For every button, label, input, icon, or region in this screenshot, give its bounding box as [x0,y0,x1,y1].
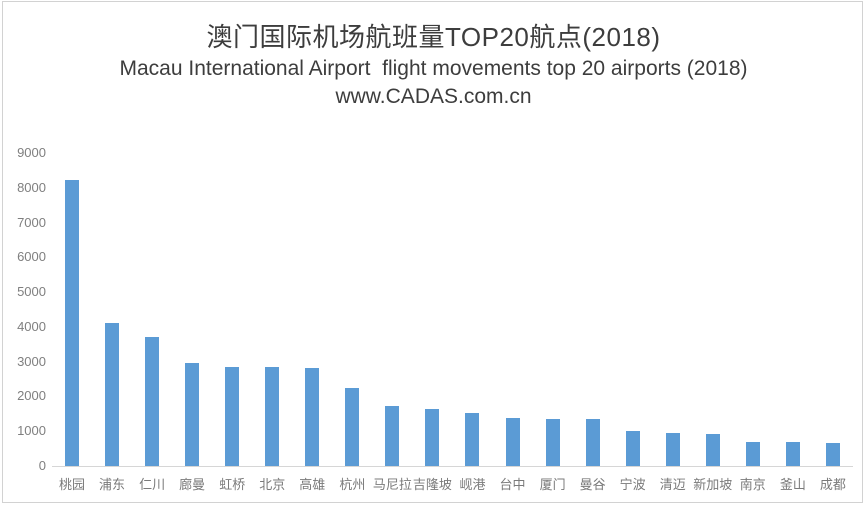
y-axis-tick-label: 0 [38,458,46,473]
bar-17 [705,434,720,466]
bar-15 [625,431,640,466]
y-axis-tick-label: 8000 [17,179,46,195]
bar-5 [225,366,240,466]
bar-slot: 清迈 [653,153,693,492]
x-axis-label: 吉隆坡 [412,477,452,492]
bar-slot: 台中 [493,153,533,492]
x-axis-label: 桃园 [59,477,86,492]
bar-slot: 虹桥 [212,153,252,492]
x-axis-label: 马尼拉 [372,477,412,492]
y-axis-tick-label: 5000 [17,284,46,300]
bar-1 [65,180,80,466]
chart-title-chinese: 澳门国际机场航班量TOP20航点(2018) [206,22,661,52]
bar-slot: 釜山 [773,153,813,492]
y-axis-tick-label: 6000 [17,249,46,265]
bar-slot: 宁波 [613,153,653,492]
bar-6 [265,367,280,466]
x-axis-label: 南京 [739,477,766,492]
y-axis-tick-label: 2000 [17,388,46,404]
bar-slot: 新加坡 [693,153,733,492]
x-axis-label: 高雄 [299,477,326,492]
y-axis-tick-label: 4000 [17,318,46,334]
chart-source-watermark: www.CADAS.com.cn [335,85,532,108]
bar-4 [185,363,200,466]
x-axis-label: 台中 [499,477,526,492]
bar-3 [145,336,160,466]
x-axis-label: 釜山 [779,477,806,492]
x-axis-label: 岘港 [459,477,486,492]
bar-slot: 马尼拉 [372,153,412,492]
bar-8 [345,387,360,466]
x-axis-label: 清迈 [659,477,686,492]
x-axis-label: 曼谷 [579,477,606,492]
y-axis: 0 1000 2000 3000 4000 5000 6000 7000 8000 9000 [0,145,46,473]
x-axis-label: 新加坡 [693,477,733,492]
bar-slot: 北京 [252,153,292,492]
bar-7 [305,368,320,466]
bar-12 [505,418,520,466]
x-axis-label: 廊曼 [179,477,206,492]
bar-9 [385,405,400,466]
x-axis-label: 北京 [259,477,286,492]
bar-slot: 廊曼 [172,153,212,492]
bar-slot: 仁川 [132,153,172,492]
x-axis-label: 宁波 [619,477,646,492]
bar-slot: 浦东 [92,153,132,492]
bar-slot: 桃园 [52,153,92,492]
bar-13 [545,418,560,466]
x-axis-label: 虹桥 [219,477,246,492]
x-axis-label: 厦门 [539,477,566,492]
bar-slot: 高雄 [292,153,332,492]
x-axis-label: 杭州 [339,477,366,492]
x-axis-label: 浦东 [99,477,126,492]
bar-11 [465,413,480,466]
bar-slot: 成都 [813,153,853,492]
y-axis-tick-label: 9000 [17,145,46,160]
bar-slot: 岘港 [452,153,492,492]
x-axis-label: 成都 [819,477,846,492]
bar-18 [745,441,760,466]
y-axis-tick-label: 7000 [17,214,46,230]
bar-2 [105,322,120,466]
bar-16 [665,432,680,466]
bar-14 [585,419,600,466]
y-axis-tick-label: 3000 [17,353,46,369]
bar-slot: 厦门 [533,153,573,492]
x-axis-label: 仁川 [139,477,166,492]
bar-19 [785,442,800,466]
plot-area: 桃园 浦东 仁川 廊曼 虹桥 北京 高雄 杭州 马尼拉 吉隆坡 岘港 台中 厦门 曼谷 宁波 清迈 新加坡 南京釜… [52,153,853,492]
bar-10 [425,409,440,466]
bar-slot: 曼谷 [573,153,613,492]
bar-slot: 南京 [733,153,773,492]
bar-slot: 吉隆坡 [412,153,452,492]
y-axis-tick-label: 1000 [17,423,46,439]
bar-slot: 杭州 [332,153,372,492]
bar-20 [825,442,840,466]
chart-subtitle-english: Macau International Airport flight movem… [119,57,748,80]
